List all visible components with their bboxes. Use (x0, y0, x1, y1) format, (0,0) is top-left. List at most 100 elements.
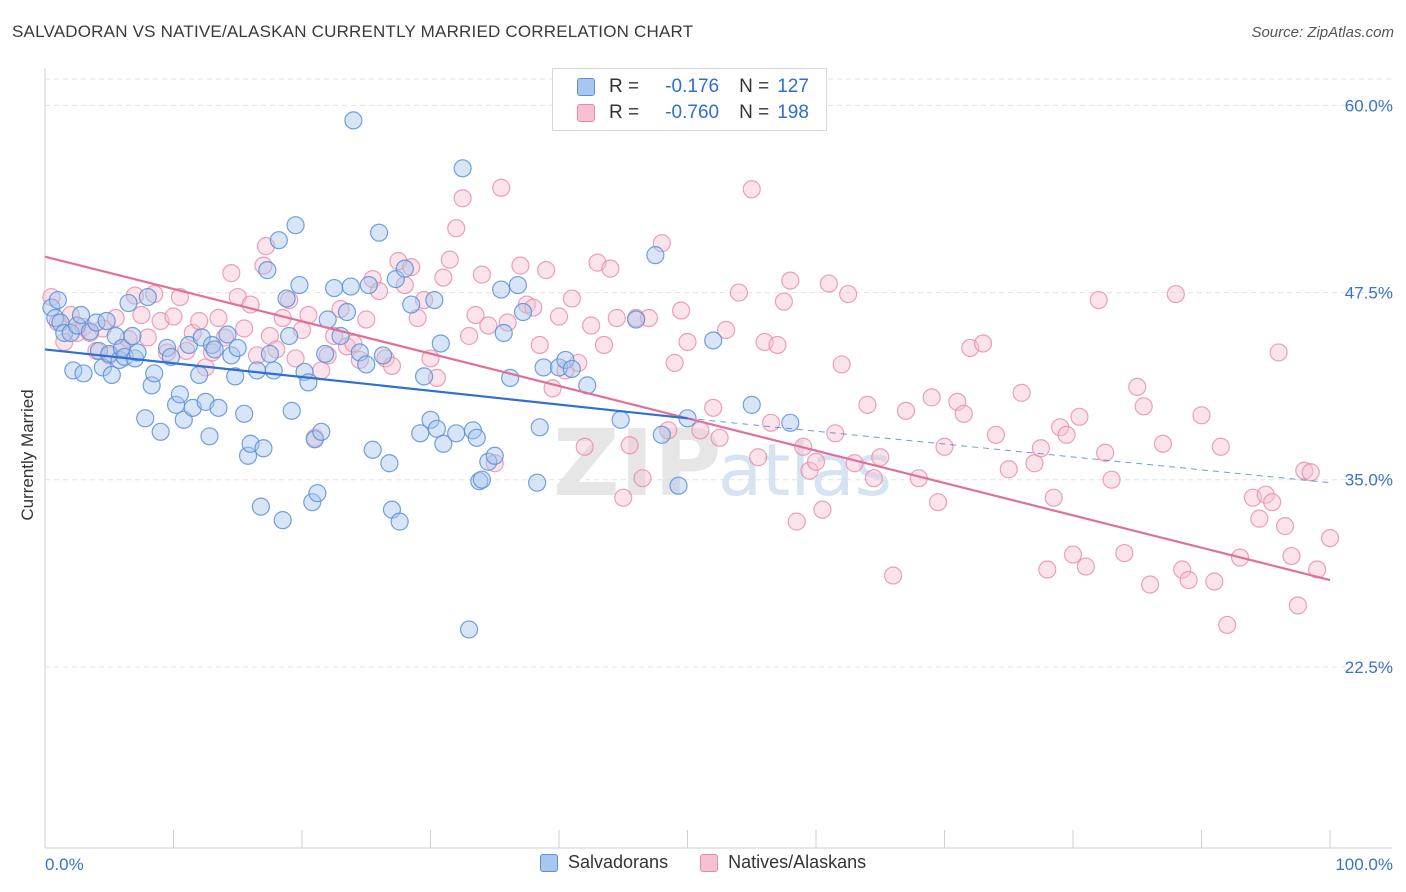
point-natives-alaskans (138, 328, 157, 347)
point-natives-alaskans (1140, 575, 1160, 594)
legend-n-label: N = (739, 102, 770, 123)
point-natives-alaskans (1115, 543, 1134, 563)
point-salvadorans (380, 454, 399, 473)
point-natives-alaskans (800, 461, 819, 480)
watermark: ZIP atlas (553, 410, 892, 517)
point-salvadorans (513, 302, 533, 322)
point-natives-alaskans (447, 219, 466, 238)
point-natives-alaskans (1044, 488, 1063, 507)
point-natives-alaskans (1192, 406, 1211, 425)
point-natives-alaskans (691, 421, 710, 440)
y-tick-label: 22.5% (1345, 658, 1393, 677)
trend-line-salvadorans-extension (687, 417, 1331, 484)
point-salvadorans (485, 446, 504, 465)
legend-item-natives: Natives/Alaskans (700, 852, 866, 873)
point-natives-alaskans (601, 259, 620, 278)
point-natives-alaskans (286, 349, 305, 368)
point-natives-alaskans (973, 334, 993, 353)
trend-lines (44, 255, 1331, 582)
point-natives-alaskans (1288, 596, 1307, 615)
point-salvadorans (341, 277, 360, 296)
point-salvadorans (102, 365, 121, 385)
natives-alaskans-points (42, 178, 1340, 635)
legend-row-salvadorans: R = -0.176 N = 127 (577, 75, 809, 99)
point-salvadorans (434, 434, 453, 453)
point-natives-alaskans (530, 335, 549, 355)
point-natives-alaskans (357, 310, 376, 329)
source-credit: Source: ZipAtlas.com (1251, 24, 1394, 41)
legend-label-salvadorans: Salvadorans (568, 852, 669, 872)
point-salvadorans (370, 223, 389, 242)
point-natives-alaskans (704, 398, 723, 417)
point-salvadorans (386, 269, 405, 289)
point-salvadorans (459, 620, 479, 639)
point-salvadorans (142, 376, 161, 395)
point-salvadorans (290, 275, 309, 295)
point-natives-alaskans (819, 274, 838, 293)
point-salvadorans (161, 347, 181, 367)
point-salvadorans (325, 278, 344, 298)
point-natives-alaskans (1012, 383, 1031, 402)
point-salvadorans (273, 511, 292, 530)
point-natives-alaskans (806, 452, 826, 471)
point-natives-alaskans (382, 356, 402, 376)
point-salvadorans (508, 275, 527, 295)
point-natives-alaskans (1211, 437, 1230, 456)
point-natives-alaskans (1089, 290, 1108, 310)
point-natives-alaskans (594, 335, 614, 355)
point-natives-alaskans (440, 250, 459, 269)
point-salvadorans (235, 404, 254, 423)
point-natives-alaskans (511, 256, 530, 275)
point-salvadorans (138, 287, 157, 307)
point-natives-alaskans (498, 313, 517, 332)
tick-labels: 60.0% 47.5% 35.0% 22.5% 0.0% 100.0% (45, 96, 1393, 874)
point-natives-alaskans (1308, 560, 1327, 579)
point-natives-alaskans (170, 287, 190, 307)
point-natives-alaskans (716, 320, 736, 340)
point-natives-alaskans (1250, 509, 1269, 528)
point-natives-alaskans (832, 355, 851, 374)
point-natives-alaskans (209, 308, 228, 328)
point-natives-alaskans (575, 437, 594, 456)
point-salvadorans (71, 305, 91, 325)
y-tick-label: 35.0% (1345, 471, 1393, 490)
point-natives-alaskans (1031, 439, 1050, 458)
point-salvadorans (447, 424, 466, 443)
point-natives-alaskans (202, 343, 222, 362)
point-natives-alaskans (562, 289, 581, 308)
legend-swatch-pink (577, 104, 595, 122)
legend-r-value: -0.176 (665, 76, 720, 97)
point-salvadorans (337, 302, 357, 322)
point-natives-alaskans (928, 493, 948, 512)
point-natives-alaskans (582, 316, 601, 335)
point-salvadorans (669, 476, 688, 495)
point-salvadorans (316, 344, 335, 364)
legend-r-label: R = (609, 102, 640, 123)
point-natives-alaskans (858, 395, 877, 414)
point-salvadorans (492, 280, 511, 299)
legend-label-natives: Natives/Alaskans (728, 852, 867, 872)
point-salvadorans (646, 246, 665, 265)
point-salvadorans (136, 409, 155, 428)
legend-n-value: 198 (777, 102, 809, 123)
point-salvadorans (411, 424, 430, 443)
point-salvadorans (704, 331, 723, 350)
point-natives-alaskans (1263, 493, 1282, 512)
point-salvadorans (467, 428, 486, 447)
point-natives-alaskans (1256, 485, 1275, 504)
legend-n-label: N = (739, 76, 770, 97)
point-salvadorans (472, 470, 491, 489)
point-natives-alaskans (607, 308, 626, 328)
point-natives-alaskans (954, 404, 973, 423)
point-natives-alaskans (774, 292, 793, 311)
point-natives-alaskans (845, 454, 864, 473)
point-salvadorans (64, 361, 83, 380)
point-salvadorans (128, 343, 147, 362)
point-natives-alaskans (1025, 454, 1044, 473)
point-salvadorans (781, 413, 800, 432)
point-natives-alaskans (466, 305, 485, 325)
point-salvadorans (425, 290, 444, 310)
point-natives-alaskans (1128, 377, 1147, 396)
point-salvadorans (238, 446, 258, 465)
